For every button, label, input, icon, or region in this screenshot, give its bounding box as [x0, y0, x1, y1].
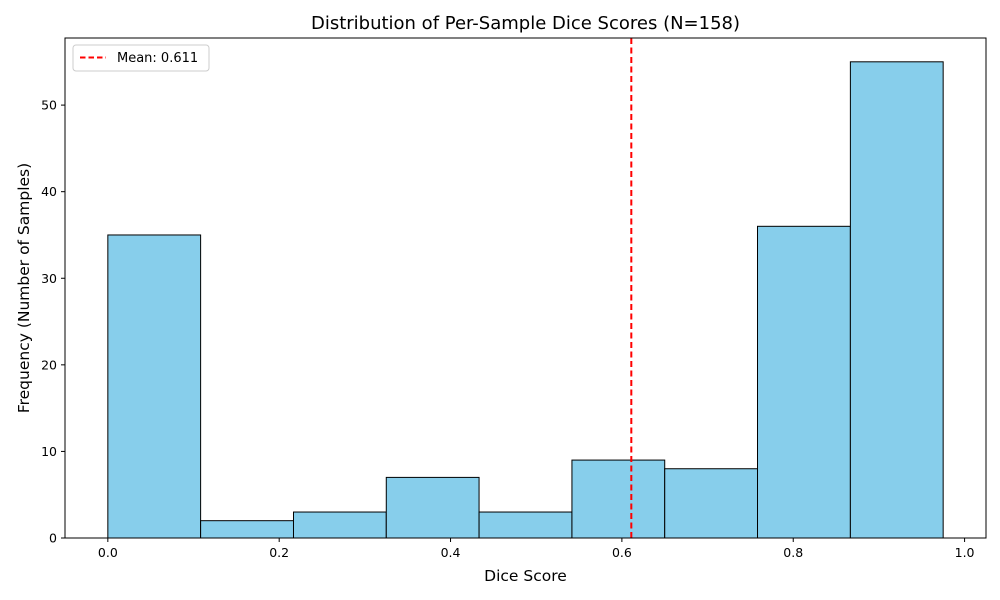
x-tick-label-5: 1.0	[955, 545, 975, 560]
histogram-bar-7	[664, 468, 759, 539]
y-tick-label-5: 50	[41, 98, 57, 113]
y-tick-label-3: 30	[41, 271, 57, 286]
x-tick-label-4: 0.8	[783, 545, 803, 560]
legend-box	[72, 44, 210, 72]
y-tick-label-0: 0	[49, 531, 57, 546]
y-axis-ticks: 0 10 20 30 40 50	[41, 98, 65, 546]
histogram-bar-9	[849, 61, 944, 539]
y-axis-label: Frequency (Number of Samples)	[15, 163, 33, 413]
x-tick-label-0: 0.0	[98, 545, 118, 560]
legend: Mean: 0.611	[72, 44, 210, 72]
x-tick-label-3: 0.6	[612, 545, 632, 560]
plot-border	[64, 37, 987, 539]
histogram-bar-4	[385, 476, 480, 539]
y-tick-label-2: 20	[41, 357, 57, 372]
x-tick-label-1: 0.2	[269, 545, 289, 560]
chart-title: Distribution of Per-Sample Dice Scores (…	[311, 13, 740, 34]
x-axis-label: Dice Score	[484, 567, 567, 585]
y-tick-label-4: 40	[41, 184, 57, 199]
histogram-bar-8	[757, 225, 851, 539]
plot-frame	[64, 37, 987, 539]
legend-mean-label: Mean: 0.611	[117, 51, 198, 66]
histogram-bar-5	[478, 511, 573, 539]
histogram-bar-6	[571, 459, 666, 539]
histogram-bar-2	[200, 520, 294, 539]
x-tick-label-2: 0.4	[441, 545, 461, 560]
x-axis-ticks: 0.0 0.2 0.4 0.6 0.8 1.0	[98, 538, 975, 560]
y-tick-label-1: 10	[41, 444, 57, 459]
histogram-bars	[107, 61, 944, 539]
histogram-bar-3	[292, 511, 387, 539]
histogram-bar-1	[107, 234, 202, 539]
